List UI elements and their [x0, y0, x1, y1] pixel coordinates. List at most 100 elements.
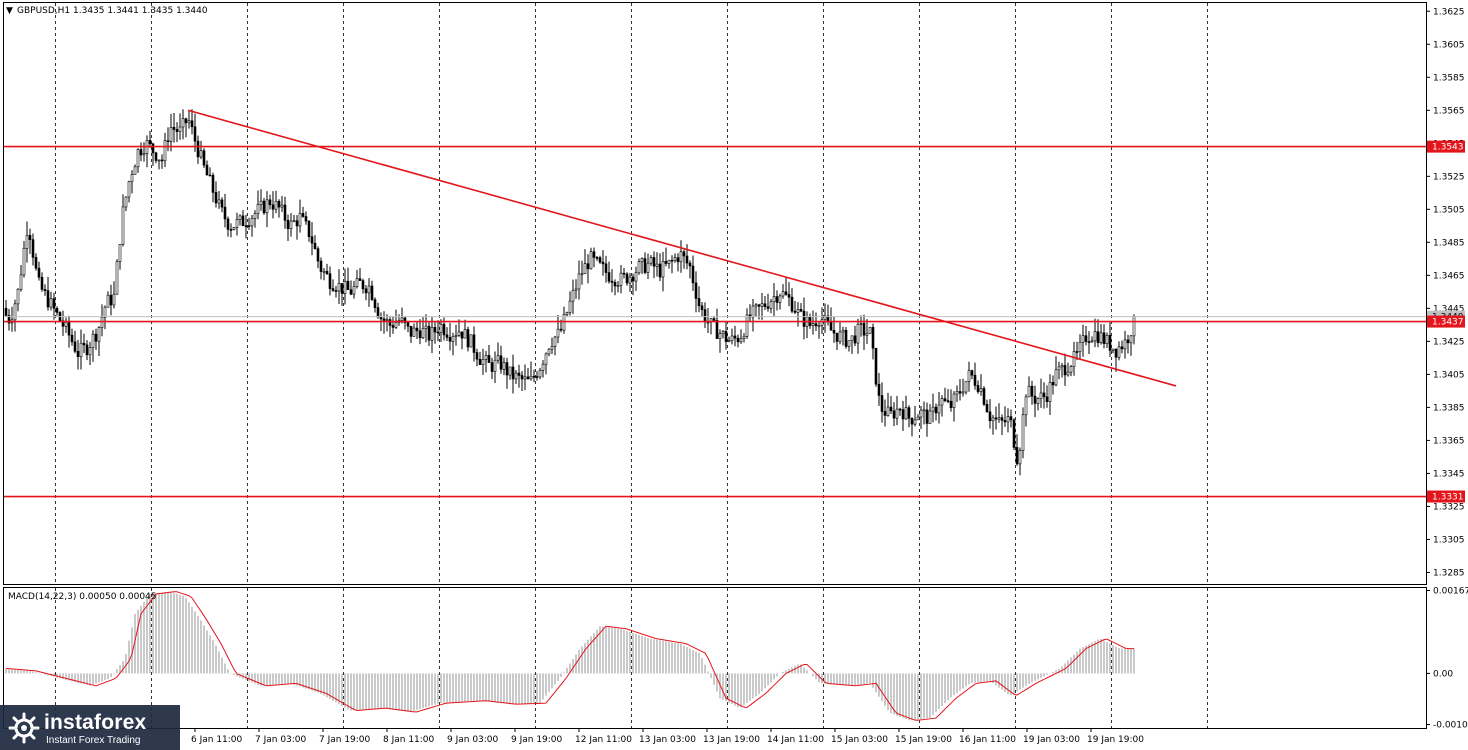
candle-body	[697, 298, 701, 307]
candle-body	[511, 366, 515, 380]
candle-body	[19, 274, 23, 290]
macd-tick-label: 0.00	[1433, 669, 1453, 679]
candle-body	[157, 159, 161, 162]
time-tick-label: 12 Jan 11:00	[575, 735, 632, 745]
candle-body	[475, 352, 479, 360]
candle-body	[658, 263, 662, 278]
horizontal-levels[interactable]: 1.3543 1.3437 1.3331	[4, 140, 1465, 503]
candle-body	[454, 335, 458, 337]
price-tick-label: 1.3285	[1433, 568, 1465, 578]
candle-body	[682, 251, 686, 257]
candle-body	[1132, 316, 1136, 337]
candle-body	[670, 259, 674, 262]
candle-body	[355, 278, 359, 287]
candle-body	[193, 126, 197, 142]
candle-body	[799, 309, 803, 312]
candle-body	[34, 257, 38, 269]
candle-body	[259, 200, 263, 205]
candle-body	[811, 323, 815, 326]
candle-body	[1018, 450, 1022, 465]
candle-body	[1012, 419, 1016, 448]
candle-body	[1054, 369, 1058, 386]
time-tick-label: 9 Jan 03:00	[447, 735, 499, 745]
candle-body	[301, 213, 305, 217]
time-tick-label: 15 Jan 03:00	[831, 735, 888, 745]
candle-body	[247, 225, 251, 228]
candle-body	[976, 385, 980, 392]
time-tick-label: 6 Jan 11:00	[191, 735, 243, 745]
candle-body	[1024, 396, 1028, 416]
chart-menu-triangle[interactable]: ▼	[6, 6, 13, 16]
candle-body	[226, 218, 230, 230]
candle-body	[379, 316, 383, 320]
candle-body	[859, 323, 863, 325]
candle-body	[631, 276, 635, 282]
candle-body	[604, 263, 608, 273]
candle-body	[610, 280, 614, 283]
candle-body	[1075, 351, 1079, 353]
logo-brand-text: instaforex	[44, 711, 147, 734]
main-panel-frame	[3, 2, 1427, 585]
candle-body	[1081, 335, 1085, 343]
candle-body	[1084, 335, 1088, 342]
candle-body	[1015, 447, 1019, 465]
level-tag-label: 1.3331	[1432, 493, 1464, 503]
candle-body	[181, 118, 185, 128]
price-tick-label: 1.3445	[1433, 304, 1465, 314]
candle-body	[916, 416, 920, 421]
candle-body	[232, 227, 236, 230]
candle-body	[394, 322, 398, 328]
candle-body	[508, 366, 512, 376]
candle-body	[559, 328, 563, 331]
candle-body	[721, 331, 725, 334]
candle-body	[958, 391, 962, 394]
candle-body	[715, 320, 719, 339]
candle-body	[667, 259, 671, 264]
candle-body	[391, 325, 395, 328]
candle-body	[1000, 417, 1004, 421]
time-tick-label: 19 Jan 03:00	[1023, 735, 1080, 745]
candle-body	[73, 341, 77, 352]
macd-signal-line	[5, 591, 1134, 721]
candle-body	[844, 329, 848, 347]
candle-body	[730, 335, 734, 342]
price-tick-label: 1.3425	[1433, 337, 1465, 347]
candle-body	[991, 417, 995, 422]
candle-body	[871, 327, 875, 349]
candle-body	[1051, 382, 1055, 386]
candle-body	[460, 331, 464, 339]
candle-body	[928, 410, 932, 424]
time-tick-label: 7 Jan 03:00	[255, 735, 307, 745]
candle-body	[817, 325, 821, 327]
level-tag-label: 1.3437	[1432, 318, 1464, 328]
time-tick-label: 8 Jan 11:00	[383, 735, 435, 745]
candle-body	[436, 331, 440, 334]
candle-body	[772, 296, 776, 303]
candle-body	[700, 305, 704, 310]
candle-body	[595, 257, 599, 259]
candle-body	[163, 140, 167, 162]
candle-body	[253, 213, 257, 219]
candle-body	[622, 272, 626, 275]
downtrend-line[interactable]	[187, 109, 1177, 387]
candle-body	[727, 340, 731, 343]
candle-body	[1096, 331, 1100, 343]
candle-body	[64, 321, 68, 327]
candle-body	[445, 334, 449, 338]
candle-body	[529, 375, 533, 380]
candle-body	[352, 286, 356, 295]
instaforex-watermark: instaforex Instant Forex Trading	[0, 705, 180, 750]
candle-body	[823, 315, 827, 320]
candle-body	[469, 334, 473, 348]
candle-body	[238, 215, 242, 220]
candle-body	[403, 317, 407, 324]
candle-body	[601, 261, 605, 265]
candle-body	[1030, 385, 1034, 397]
candle-body	[451, 335, 455, 342]
candle-body	[661, 261, 665, 278]
candle-body	[46, 290, 50, 308]
time-tick-label: 13 Jan 03:00	[639, 735, 696, 745]
candle-body	[547, 348, 551, 355]
candle-body	[412, 327, 416, 337]
